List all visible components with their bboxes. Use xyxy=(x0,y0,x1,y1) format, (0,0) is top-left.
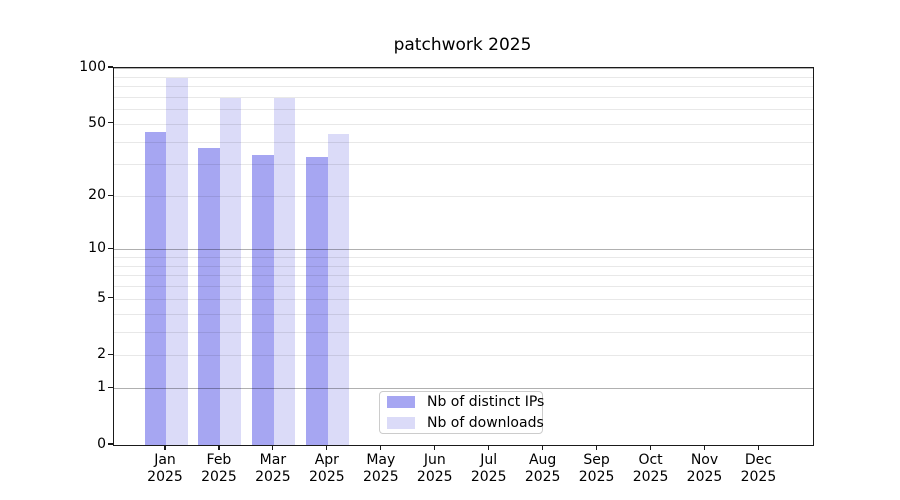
y-tick-label: 2 xyxy=(97,346,106,363)
x-tick-mark xyxy=(164,445,166,450)
x-tick-label: Jan 2025 xyxy=(147,452,183,485)
y-tick-mark xyxy=(108,66,113,68)
plot-area xyxy=(113,67,814,446)
gridline-minor xyxy=(114,96,813,98)
legend-label-distinct-ips: Nb of distinct IPs xyxy=(427,394,545,410)
legend: Nb of distinct IPs Nb of downloads xyxy=(379,391,544,434)
bar-nb-of-distinct-ips-jan xyxy=(144,132,166,445)
y-tick-mark xyxy=(108,247,113,249)
x-tick-mark xyxy=(488,445,490,450)
x-tick-mark xyxy=(703,445,706,450)
x-tick-mark xyxy=(649,445,652,450)
y-tick-label: 1 xyxy=(97,379,106,396)
y-tick-mark xyxy=(108,386,113,388)
gridline-minor xyxy=(114,109,813,111)
x-tick-mark xyxy=(542,445,544,450)
x-tick-mark xyxy=(218,445,220,450)
x-tick-label: Mar 2025 xyxy=(255,452,291,485)
x-tick-label: Jun 2025 xyxy=(416,452,453,485)
x-tick-label: Nov 2025 xyxy=(686,452,723,485)
x-tick-mark xyxy=(326,445,328,450)
x-tick-label: Jul 2025 xyxy=(470,452,507,485)
bar-nb-of-downloads-jan xyxy=(166,78,188,445)
y-tick-mark xyxy=(108,122,113,124)
y-tick-label: 10 xyxy=(88,240,106,257)
gridline-minor xyxy=(114,123,813,125)
bar-nb-of-downloads-mar xyxy=(273,97,296,445)
legend-swatch-distinct-ips-icon xyxy=(387,396,415,408)
x-tick-label: Sep 2025 xyxy=(578,452,615,485)
y-tick-mark xyxy=(108,297,113,299)
y-tick-label: 100 xyxy=(79,59,106,75)
x-tick-mark xyxy=(757,445,760,450)
y-tick-label: 0 xyxy=(97,436,106,452)
x-tick-mark xyxy=(272,445,274,450)
legend-item-distinct-ips: Nb of distinct IPs xyxy=(387,394,544,410)
y-tick-label: 5 xyxy=(97,289,106,306)
x-tick-mark xyxy=(380,445,382,450)
y-tick-label: 20 xyxy=(88,187,106,204)
y-tick-mark xyxy=(108,194,113,196)
gridline-minor xyxy=(114,76,813,78)
x-tick-label: Dec 2025 xyxy=(740,452,777,485)
x-tick-label: Oct 2025 xyxy=(632,452,669,485)
y-tick-mark xyxy=(108,443,113,445)
y-tick-mark xyxy=(108,353,113,355)
legend-swatch-downloads-icon xyxy=(387,417,415,429)
bar-nb-of-distinct-ips-feb xyxy=(198,147,220,445)
x-tick-mark xyxy=(596,445,598,450)
gridline-minor xyxy=(114,141,813,143)
x-tick-label: Feb 2025 xyxy=(201,452,237,485)
y-tick-label: 50 xyxy=(88,114,106,131)
x-tick-mark xyxy=(434,445,436,450)
x-tick-label: Apr 2025 xyxy=(309,452,345,485)
legend-item-downloads: Nb of downloads xyxy=(387,415,544,431)
x-tick-label: Aug 2025 xyxy=(524,452,561,485)
x-tick-label: May 2025 xyxy=(362,452,399,485)
bar-nb-of-distinct-ips-apr xyxy=(306,156,328,445)
chart-title: patchwork 2025 xyxy=(393,35,532,55)
bar-nb-of-downloads-feb xyxy=(219,97,242,445)
gridline-major xyxy=(114,68,813,69)
bar-nb-of-distinct-ips-mar xyxy=(252,154,274,445)
legend-label-downloads: Nb of downloads xyxy=(427,415,544,431)
bar-nb-of-downloads-apr xyxy=(327,134,350,445)
gridline-minor xyxy=(114,86,813,88)
